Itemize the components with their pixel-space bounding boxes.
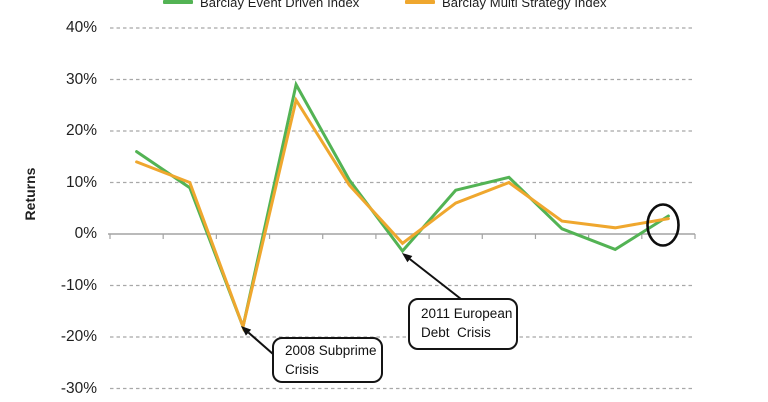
legend-swatch-orange	[405, 0, 435, 4]
y-tick-label-20: 20%	[65, 122, 97, 139]
legend-label: Barclay Event Driven Index	[200, 0, 360, 10]
callout-text-line: Debt Crisis	[421, 324, 491, 340]
arrow-2008-subprime-head	[241, 326, 252, 336]
y-tick-label-30: 30%	[65, 70, 97, 88]
y-tick-label-0: 0%	[74, 225, 97, 242]
series-line-multi-strategy	[135, 96, 670, 332]
series-line-event-driven	[135, 80, 670, 332]
arrow-2011-european-line	[409, 258, 462, 300]
legend-item-multi-strategy: Barclay Multi Strategy Index	[405, 0, 607, 11]
callout-text-line: Crisis	[285, 361, 319, 377]
y-tick-label--10: -10%	[60, 276, 97, 294]
callout-2008-subprime-crisis: 2008 Subprime Crisis	[272, 337, 383, 383]
y-tick-label--20: -20%	[60, 328, 97, 345]
legend-label: Barclay Multi Strategy Index	[442, 0, 607, 10]
endpoint-highlight-ellipse	[646, 203, 680, 247]
y-tick-label-40: 40%	[65, 19, 97, 36]
legend-item-event-driven: Barclay Event Driven Index	[163, 0, 359, 11]
callout-text-line: 2008 Subprime	[285, 343, 377, 358]
callout-text-line: 2011 European	[421, 306, 513, 321]
callout-2011-european-debt-crisis: 2011 European Debt Crisis	[408, 298, 518, 350]
y-tick-label--30: -30%	[60, 379, 97, 397]
legend-swatch-green	[163, 0, 193, 4]
arrow-2011-european-head	[402, 253, 413, 263]
arrow-2008-subprime-line	[247, 331, 274, 355]
y-tick-label-10: 10%	[65, 173, 97, 191]
